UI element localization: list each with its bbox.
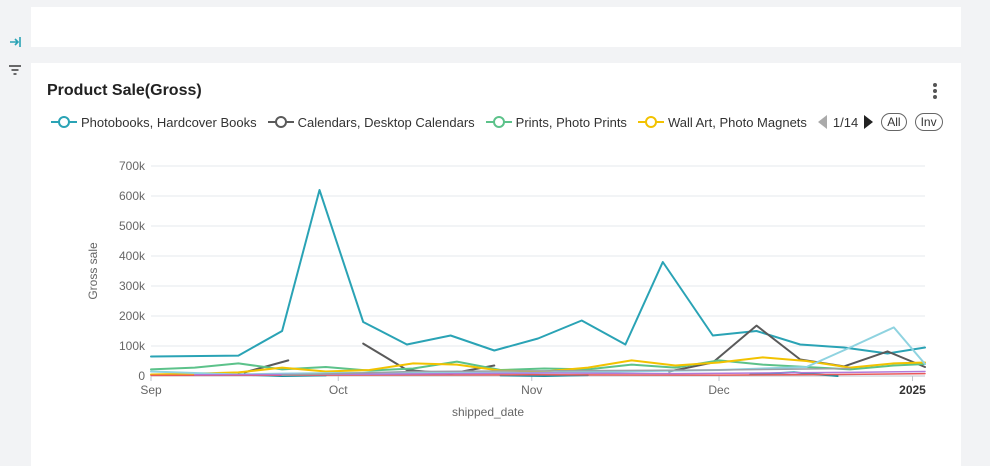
- legend-marker-icon: [267, 116, 294, 128]
- page-indicator: 1/14: [832, 114, 859, 130]
- legend-pager: 1/14 All Inv: [817, 113, 943, 131]
- legend-item[interactable]: Calendars, Desktop Calendars: [267, 114, 475, 130]
- y-tick-label: 0: [138, 369, 145, 383]
- legend-item[interactable]: Prints, Photo Prints: [485, 114, 627, 130]
- legend-label: Wall Art, Photo Magnets: [667, 114, 807, 130]
- legend-item[interactable]: Wall Art, Photo Magnets: [637, 114, 807, 130]
- series-line: [193, 370, 926, 376]
- legend-marker-icon: [485, 116, 512, 128]
- invert-selection-button[interactable]: Inv: [914, 113, 943, 131]
- chart-title: Product Sale(Gross): [47, 82, 202, 99]
- next-page-icon[interactable]: [864, 115, 874, 129]
- y-tick-label: 100k: [119, 339, 146, 353]
- x-tick-label: Sep: [140, 383, 162, 397]
- y-axis-title: Gross sale: [86, 242, 100, 300]
- x-tick-label: Dec: [708, 383, 729, 397]
- legend-marker-icon: [51, 116, 77, 128]
- legend-label: Calendars, Desktop Calendars: [297, 114, 475, 130]
- legend-label: Photobooks, Hardcover Books: [81, 114, 257, 130]
- x-tick-label: Nov: [521, 383, 542, 397]
- legend-label: Prints, Photo Prints: [515, 114, 627, 130]
- y-tick-label: 400k: [119, 249, 146, 263]
- collapse-right-icon[interactable]: [7, 34, 23, 50]
- chart-card: Product Sale(Gross) Photobooks, Hardcove…: [31, 63, 961, 466]
- y-tick-label: 700k: [119, 159, 146, 173]
- y-tick-label: 600k: [119, 189, 146, 203]
- x-tick-label: 2025: [899, 383, 926, 397]
- line-chart: 0 100k 200k 300k 400k 500k 600k 700k Sep Oct Nov De…: [86, 159, 926, 419]
- legend-item[interactable]: Photobooks, Hardcover Books: [51, 115, 257, 130]
- top-panel: [31, 7, 961, 47]
- x-tick-label: Oct: [329, 383, 348, 397]
- page-gutter: [961, 0, 990, 466]
- more-vertical-icon[interactable]: [929, 81, 941, 103]
- filter-icon[interactable]: [7, 62, 23, 78]
- prev-page-icon[interactable]: [817, 115, 827, 129]
- select-all-button[interactable]: All: [881, 113, 907, 131]
- y-tick-label: 300k: [119, 279, 146, 293]
- series-line: [150, 189, 926, 358]
- y-tick-label: 500k: [119, 219, 146, 233]
- chart-legend: Photobooks, Hardcover Books Calendars, De…: [51, 113, 943, 131]
- x-axis-title: shipped_date: [452, 405, 524, 419]
- series-line: [281, 367, 851, 376]
- y-tick-label: 200k: [119, 309, 146, 323]
- legend-marker-icon: [637, 116, 664, 128]
